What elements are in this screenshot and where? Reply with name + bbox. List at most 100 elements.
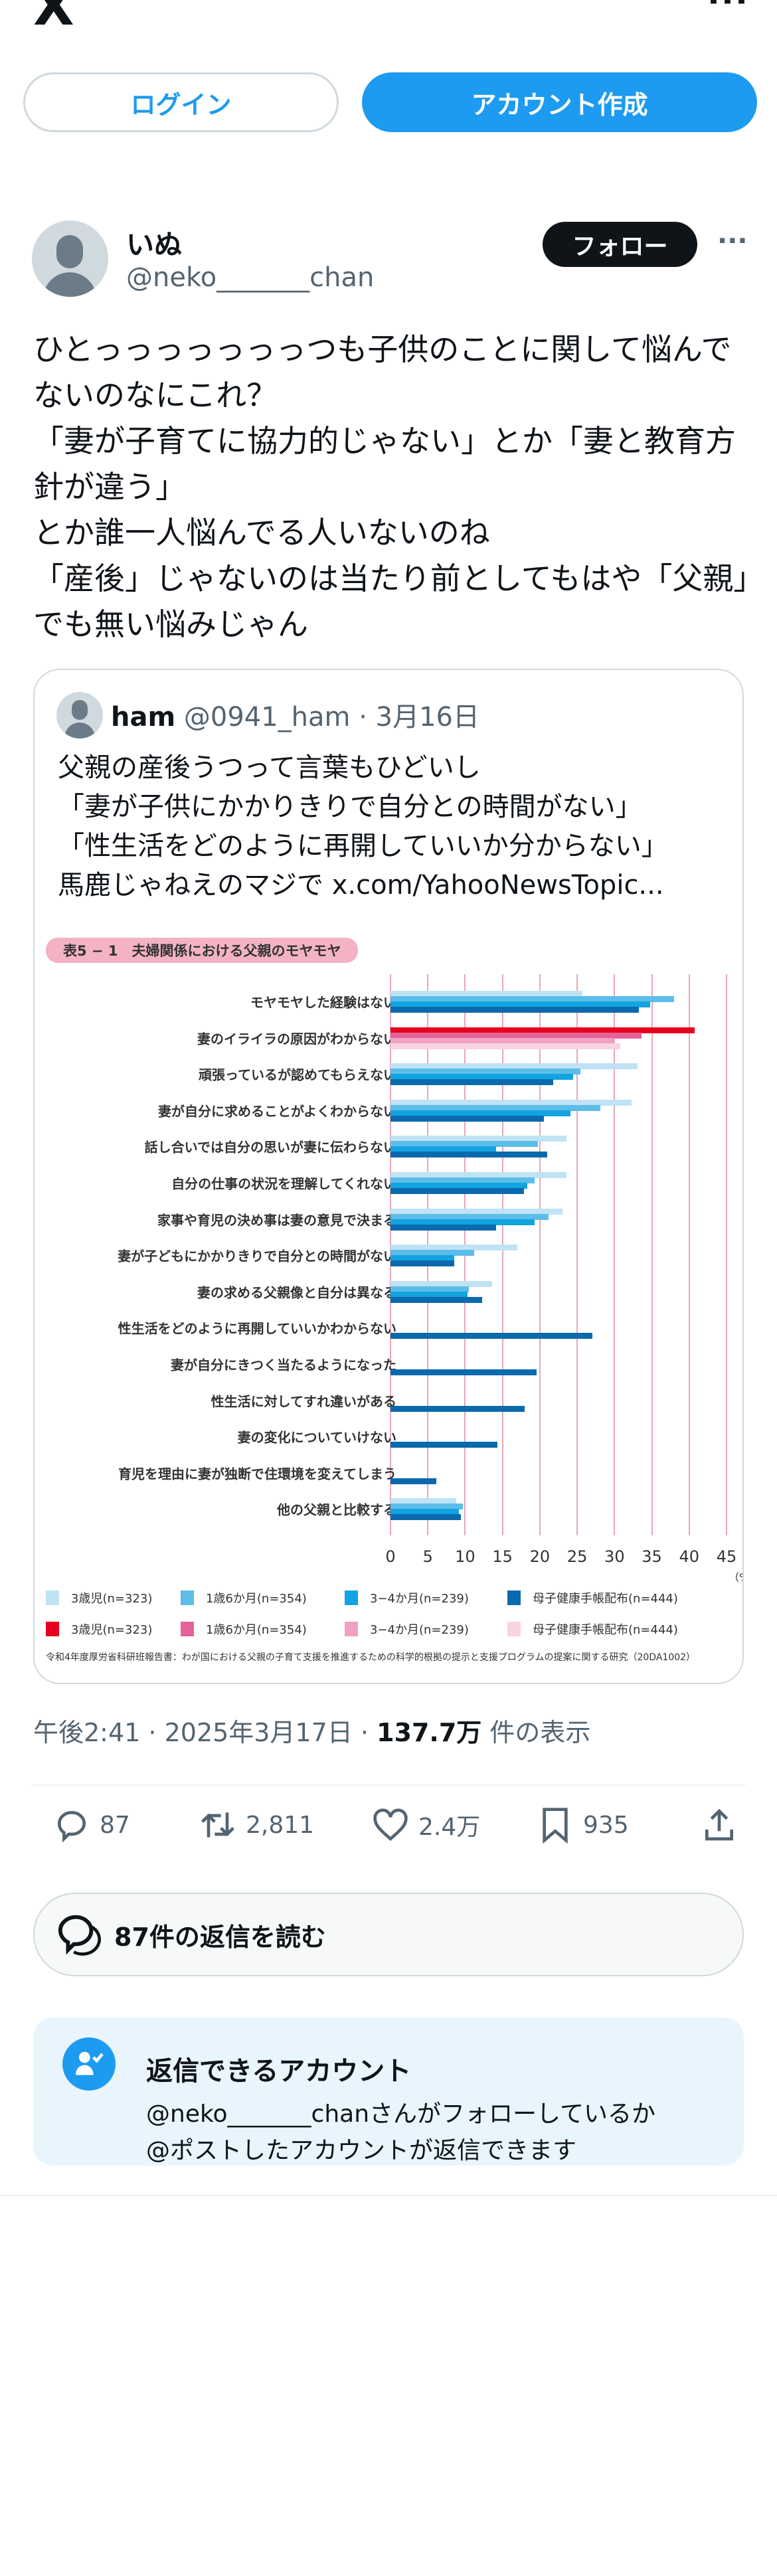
bookmark-button[interactable]: 935 [537,1806,629,1844]
x-tick-label: 20 [529,1547,551,1566]
legend-label: 1歳6か月(n=354) [206,1592,307,1606]
bar [390,1188,525,1194]
views-label: 件の表示 [489,1718,591,1747]
bar [390,1063,638,1070]
gridline [539,974,541,1535]
share-button[interactable] [701,1806,747,1844]
like-count: 2.4万 [418,1814,481,1841]
tweet-line: 針が違う」 [33,469,186,505]
gridline [726,974,727,1535]
bar [390,1110,570,1116]
bar [390,996,675,1002]
quote-avatar [56,692,103,738]
quote-handle: @0941_ham [183,702,351,732]
chart-source: 令和4年度厚労省科研班報告書：わが国における父親の子育て支援を推進するための科学… [46,1652,696,1663]
bar [390,1333,592,1339]
bar [390,1136,567,1142]
read-replies-label: 87件の返信を読む [114,1922,326,1952]
category-label: 妻が子どもにかかりきりで自分との時間がない [118,1248,396,1264]
bar [390,1152,548,1158]
gridline [688,974,690,1535]
tweet-line: ひとっっっっっっっつも子供のことに関して悩んで [33,331,732,367]
legend-label: 3−4か月(n=239) [370,1623,469,1637]
legend-swatch [46,1590,59,1605]
bar [390,1007,640,1013]
category-label: 性生活に対してすれ違いがある [211,1393,396,1410]
bar [390,1043,621,1049]
x-tick-label: 35 [642,1547,662,1566]
x-tick-label: 10 [455,1547,475,1566]
bar [390,1514,461,1521]
legend-label: 3歳児(n=323) [71,1592,153,1606]
bar [390,1032,642,1039]
gridline [614,974,616,1535]
gridline [501,974,503,1535]
legend-label: 母子健康手帳配布(n=444) [533,1623,678,1637]
legend-swatch [345,1622,358,1636]
read-replies-button[interactable]: 87件の返信を読む [33,1893,744,1976]
view-count: 137.7万 [377,1718,482,1747]
bar [390,1296,483,1303]
bar [390,1037,615,1044]
more-icon[interactable]: ··· [707,0,749,20]
category-label: 妻のイライラの原因がわからない [197,1031,396,1047]
legend-swatch [507,1590,521,1605]
bar [390,1219,535,1225]
signup-button[interactable]: アカウント作成 [362,72,757,132]
chart-title: 表5 − 1 夫婦関係における父親のモヤモヤ [46,938,359,963]
reply-button[interactable]: 87 [53,1806,130,1844]
bar [390,1099,632,1106]
bar [390,1291,468,1298]
bookmark-count: 935 [583,1811,629,1839]
like-button[interactable]: 2.4万 [372,1806,480,1844]
bar [390,1369,537,1375]
author-handle[interactable]: @neko_______chan [126,262,375,293]
retweet-count: 2,811 [246,1811,315,1839]
legend-item: 母子健康手帳配布(n=444) [507,1620,678,1638]
reply-icon [58,1811,86,1843]
bar [390,1509,460,1515]
legend-swatch [46,1622,59,1636]
reply-count: 87 [100,1811,130,1839]
x-tick-label: 40 [679,1547,700,1566]
follow-button[interactable]: フォロー [543,222,697,267]
bar [390,1074,574,1080]
reply-bubble-icon [58,1915,101,1956]
bar [390,1115,544,1122]
bar [390,1183,527,1189]
avatar[interactable] [32,220,108,297]
bar [390,1213,549,1220]
tweet-time[interactable]: 午後2:41 [33,1718,141,1747]
x-logo[interactable]: X [33,0,74,37]
tweet-line: 「妻が子育てに協力的じゃない」とか「妻と教育方 [33,423,736,459]
bar [390,1224,496,1231]
quote-line: 馬鹿じゃねえのマジで x.com/YahooNewsTopic... [58,870,664,901]
gridline [576,974,578,1535]
chart-image[interactable]: 表5 − 1 夫婦関係における父親のモヤモヤ （%） 令和4年度厚労省科研班報告… [38,930,742,1668]
retweet-icon [201,1812,234,1838]
retweet-button[interactable]: 2,811 [199,1806,314,1844]
quoted-tweet[interactable]: ham @0941_ham · 3月16日 父親の産後うつって言葉もひどいし 「… [33,669,744,1684]
bar [390,1255,454,1262]
author-name[interactable]: いぬ [126,228,183,261]
quote-name: ham [111,702,176,732]
bar [390,1442,497,1448]
bar [390,1079,554,1086]
bar [390,1208,562,1215]
category-label: 自分の仕事の状況を理解してくれない [171,1175,396,1192]
bar [390,1069,580,1075]
legend-item: 1歳6か月(n=354) [181,1589,307,1606]
tweet-date[interactable]: 2025年3月17日 [164,1718,353,1747]
category-label: 他の父親と比較する [277,1502,396,1518]
quote-text: 父親の産後うつって言葉もひどいし 「妻が子供にかかりきりで自分との時間がない」 … [58,748,668,905]
login-button[interactable]: ログイン [23,72,339,132]
bar [390,991,582,997]
quote-date: 3月16日 [375,702,480,732]
bar [390,1245,518,1251]
category-label: 妻が自分にきつく当たるようになった [171,1357,396,1373]
category-label: 頑張っているが認めてもらえない [199,1067,396,1083]
category-label: 話し合いでは自分の思いが妻に伝わらない [144,1139,396,1156]
category-label: モヤモヤした経験はない [250,994,396,1011]
more-icon[interactable]: ··· [717,226,748,256]
category-label: 妻の変化についていけない [237,1429,396,1446]
